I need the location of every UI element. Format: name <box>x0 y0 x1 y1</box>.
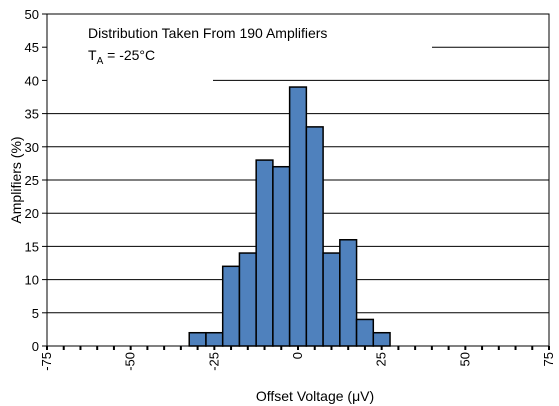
x-tick-label: -50 <box>123 352 138 371</box>
x-tick-label: 0 <box>290 352 305 359</box>
x-tick-label: 50 <box>457 352 472 366</box>
histogram-bar <box>372 331 391 347</box>
histogram-bar <box>205 331 224 347</box>
y-tick-label: 0 <box>32 339 39 354</box>
y-tick-label: 20 <box>25 206 39 221</box>
annotation: Distribution Taken From 190 Amplifiers T… <box>88 25 327 67</box>
y-tick-label: 45 <box>25 40 39 55</box>
y-tick-label: 40 <box>25 73 39 88</box>
temp-subscript: A <box>97 56 104 67</box>
y-tick-label: 35 <box>25 107 39 122</box>
x-ticks: -75 -50 -25 0 25 50 75 <box>39 346 556 371</box>
temp-symbol: T <box>88 47 97 63</box>
annotation-line-2: TA = -25°C <box>88 47 155 67</box>
y-axis-title: Amplifiers (%) <box>8 136 24 223</box>
annotation-line-1: Distribution Taken From 190 Amplifiers <box>88 25 327 41</box>
x-axis-title: Offset Voltage (μV) <box>256 388 374 404</box>
y-tick-label: 25 <box>25 173 39 188</box>
y-tick-label: 50 <box>25 7 39 22</box>
histogram-bar <box>355 318 375 347</box>
histogram-bar <box>238 252 257 347</box>
y-tick-label: 30 <box>25 140 39 155</box>
y-tick-label: 5 <box>32 306 39 321</box>
histogram-bar <box>272 165 291 347</box>
histogram-bar <box>305 126 324 347</box>
y-tick-label: 15 <box>25 239 39 254</box>
x-tick-label: 25 <box>374 352 389 366</box>
histogram-bar <box>221 265 241 347</box>
histogram-bar <box>322 252 341 347</box>
x-tick-label: -75 <box>39 352 54 371</box>
x-tick-label: 75 <box>541 352 556 366</box>
histogram-bar <box>188 331 207 347</box>
histogram-bar <box>255 159 274 347</box>
temp-value: = -25°C <box>103 47 155 63</box>
y-ticks: 0 5 10 15 20 25 30 35 40 45 50 <box>25 7 47 354</box>
y-tick-label: 10 <box>25 273 39 288</box>
histogram-bar <box>339 239 358 347</box>
histogram-bar <box>288 86 308 347</box>
x-tick-label: -25 <box>206 352 221 371</box>
